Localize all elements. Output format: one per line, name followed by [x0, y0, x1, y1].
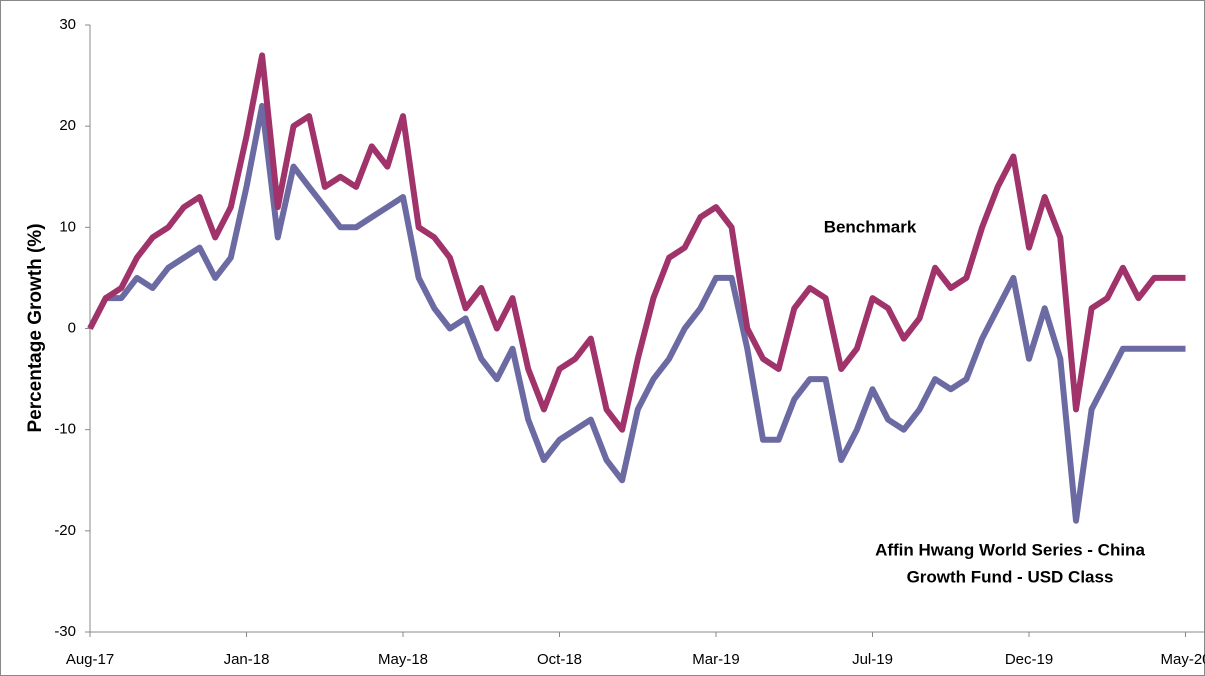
y-tick-label: -20 [54, 522, 76, 539]
x-tick-label: Jul-19 [852, 651, 893, 668]
x-tick-label: Jan-18 [224, 651, 270, 668]
x-tick-label: Aug-17 [66, 651, 114, 668]
y-tick-label: 20 [59, 117, 76, 134]
line-series [87, 52, 1186, 433]
y-tick-label: -30 [54, 623, 76, 640]
y-tick-label: 10 [59, 218, 76, 235]
y-tick-label: 30 [59, 16, 76, 33]
x-tick-label: Dec-19 [1005, 651, 1053, 668]
annotation: Benchmark [824, 217, 917, 236]
x-tick-label: Oct-18 [537, 651, 582, 668]
annotation: Growth Fund - USD Class [907, 567, 1114, 586]
line-series [87, 102, 1186, 524]
y-tick-label: 0 [68, 319, 76, 336]
x-tick-label: May-18 [378, 651, 428, 668]
annotation: Affin Hwang World Series - China [875, 540, 1145, 559]
x-tick-label: May-20 [1160, 651, 1205, 668]
y-axis-title: Percentage Growth (%) [25, 223, 46, 432]
y-tick-label: -10 [54, 421, 76, 438]
x-tick-label: Mar-19 [692, 651, 740, 668]
